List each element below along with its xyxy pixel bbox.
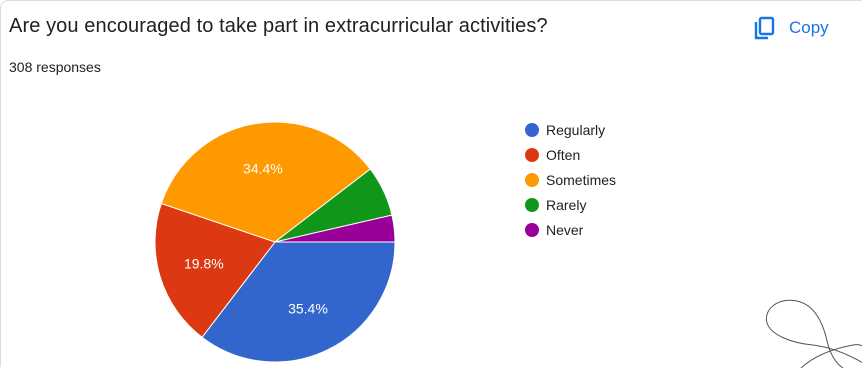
signature-scribble bbox=[765, 299, 862, 368]
pie-slice-sometimes[interactable] bbox=[160, 121, 371, 243]
legend-swatch-often bbox=[525, 148, 539, 162]
copy-icon bbox=[753, 16, 775, 40]
legend-label-never[interactable]: Never bbox=[546, 222, 584, 238]
pie-slice-regularly[interactable] bbox=[201, 241, 396, 363]
signature-scribble-stroke bbox=[800, 344, 862, 368]
pie-slice-never[interactable] bbox=[274, 214, 396, 243]
response-count: 308 responses bbox=[9, 59, 101, 75]
legend-label-regularly[interactable]: Regularly bbox=[546, 122, 605, 138]
slice-label-regularly: 35.4% bbox=[288, 301, 328, 317]
legend-label-often[interactable]: Often bbox=[546, 147, 580, 163]
legend-swatch-rarely bbox=[525, 198, 539, 212]
question-title: Are you encouraged to take part in extra… bbox=[9, 15, 548, 37]
slice-label-sometimes: 34.4% bbox=[243, 161, 283, 177]
pie-slice-often[interactable] bbox=[154, 202, 276, 338]
slice-label-often: 19.8% bbox=[184, 256, 224, 272]
legend-label-sometimes[interactable]: Sometimes bbox=[546, 172, 616, 188]
legend-label-rarely[interactable]: Rarely bbox=[546, 197, 586, 213]
copy-label: Copy bbox=[789, 18, 829, 37]
legend-swatch-regularly bbox=[525, 123, 539, 137]
legend-swatch-never bbox=[525, 223, 539, 237]
copy-button[interactable]: Copy bbox=[753, 15, 829, 41]
legend-swatch-sometimes bbox=[525, 173, 539, 187]
